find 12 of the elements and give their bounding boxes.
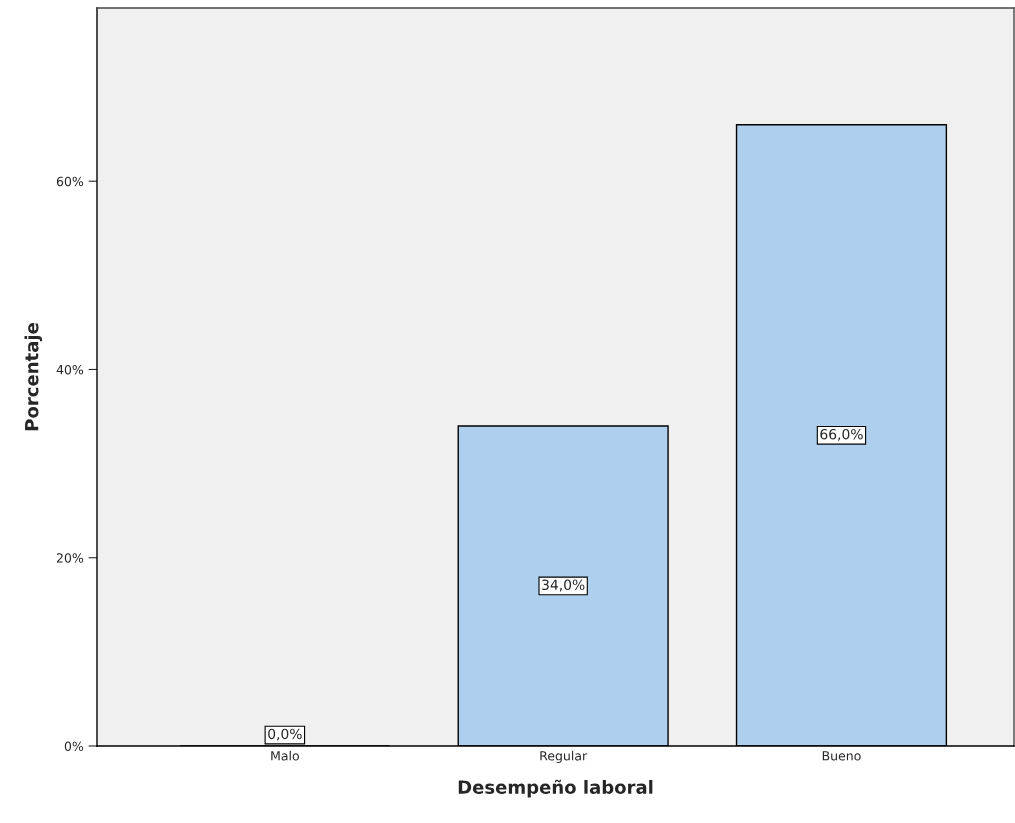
- x-axis-title: Desempeño laboral: [458, 779, 653, 798]
- x-tick-label: Bueno: [822, 751, 861, 761]
- y-tick-label: 60%: [56, 176, 84, 187]
- y-tick-label: 0%: [64, 741, 84, 751]
- data-label: 0,0%: [268, 728, 302, 741]
- x-tick-label: Regular: [540, 750, 588, 763]
- data-label: 34,0%: [542, 579, 585, 592]
- y-tick-label: 20%: [56, 553, 84, 563]
- x-tick-label: Malo: [271, 750, 299, 761]
- y-axis-title: Porcentaje: [24, 323, 43, 431]
- y-tick-label: 40%: [56, 364, 84, 375]
- data-label: 66,0%: [820, 428, 863, 441]
